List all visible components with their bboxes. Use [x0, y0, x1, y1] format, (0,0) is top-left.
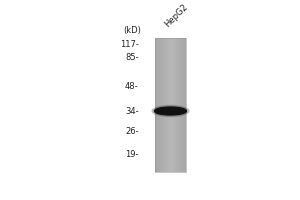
Bar [174, 38, 175, 172]
Bar [176, 38, 177, 172]
Text: 117-: 117- [120, 40, 139, 49]
Bar [181, 38, 182, 172]
Bar [155, 38, 186, 172]
Bar [165, 38, 166, 172]
Bar [179, 38, 180, 172]
Bar [158, 38, 159, 172]
Text: 85-: 85- [125, 53, 139, 62]
Text: 48-: 48- [125, 82, 139, 91]
Bar [177, 38, 178, 172]
Bar [175, 38, 176, 172]
Bar [166, 38, 167, 172]
Bar [168, 38, 169, 172]
Bar [172, 38, 173, 172]
Bar [180, 38, 181, 172]
Text: 19-: 19- [125, 150, 139, 159]
Bar [171, 38, 172, 172]
Bar [173, 38, 174, 172]
Bar [182, 38, 183, 172]
Bar [184, 38, 185, 172]
Bar [162, 38, 163, 172]
Bar [156, 38, 157, 172]
Ellipse shape [152, 105, 189, 117]
Text: 26-: 26- [125, 127, 139, 136]
Bar [161, 38, 162, 172]
Bar [160, 38, 161, 172]
Bar [155, 38, 156, 172]
Ellipse shape [154, 107, 187, 115]
Bar [178, 38, 179, 172]
Bar [167, 38, 168, 172]
Bar [170, 38, 171, 172]
Bar [163, 38, 164, 172]
Bar [183, 38, 184, 172]
Text: HepG2: HepG2 [163, 3, 189, 29]
Bar [159, 38, 160, 172]
Bar [157, 38, 158, 172]
Bar [185, 38, 186, 172]
Text: 34-: 34- [125, 107, 139, 116]
Text: (kD): (kD) [123, 26, 141, 35]
Bar [169, 38, 170, 172]
Bar [164, 38, 165, 172]
Bar [169, 38, 170, 172]
